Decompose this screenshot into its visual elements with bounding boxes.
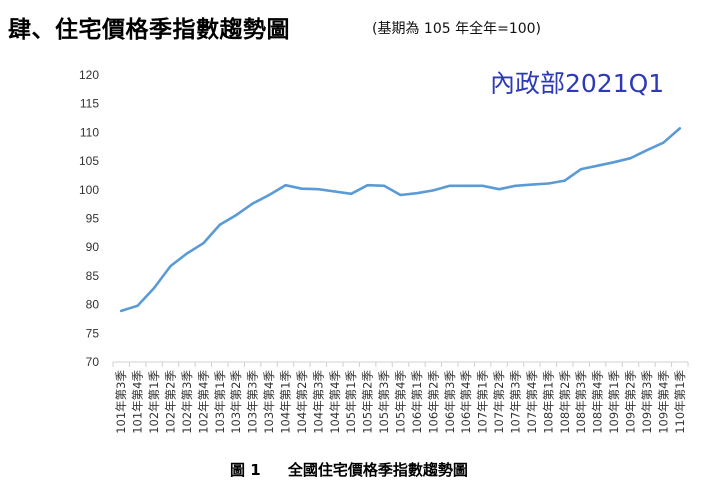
x-tick-label: 103年第4季 bbox=[262, 370, 276, 434]
data-point bbox=[152, 286, 156, 290]
x-tick-label: 108年第4季 bbox=[591, 370, 605, 434]
x-tick-label: 108年第2季 bbox=[558, 370, 572, 434]
data-point bbox=[662, 141, 665, 144]
x-tick-label: 102年第1季 bbox=[147, 370, 161, 434]
series-layer bbox=[119, 127, 682, 313]
x-tick-label: 107年第1季 bbox=[476, 370, 490, 434]
x-tick-label: 107年第3季 bbox=[509, 370, 523, 434]
data-point bbox=[169, 264, 172, 268]
data-point bbox=[497, 188, 501, 191]
y-tick-label: 85 bbox=[86, 269, 100, 283]
data-point bbox=[399, 193, 402, 197]
x-tick-label: 110年第1季 bbox=[673, 370, 687, 434]
data-point bbox=[333, 190, 336, 193]
data-point bbox=[136, 304, 139, 307]
data-point bbox=[317, 188, 320, 191]
figure-caption: 圖 1 全國住宅價格季指數趨勢圖 bbox=[230, 459, 468, 480]
x-tick-label: 106年第4季 bbox=[459, 370, 473, 434]
data-point bbox=[547, 182, 550, 185]
y-tick-label: 95 bbox=[86, 212, 100, 226]
data-point bbox=[415, 192, 419, 195]
y-tick-label: 70 bbox=[86, 355, 100, 369]
x-tick-label: 105年第1季 bbox=[344, 370, 358, 434]
data-point bbox=[514, 184, 517, 187]
data-point bbox=[432, 189, 435, 192]
y-tick-label: 90 bbox=[86, 240, 100, 254]
figure-number: 圖 1 bbox=[230, 461, 261, 479]
x-tick-label: 109年第4季 bbox=[656, 370, 670, 434]
data-point bbox=[629, 157, 632, 160]
y-axis: 70 75 80 85 90 95 100 105 110 115 120 bbox=[79, 68, 99, 369]
data-point bbox=[530, 183, 534, 186]
x-tick-label: 108年第3季 bbox=[574, 370, 588, 434]
x-tick-label: 104年第2季 bbox=[295, 370, 309, 434]
x-tick-label: 101年第4季 bbox=[131, 370, 145, 434]
x-axis: 101年第3季 101年第4季 102年第1季 102年第2季 102年第3季 102年第… bbox=[112, 361, 689, 434]
data-point bbox=[218, 223, 221, 227]
x-tick-label: 103年第1季 bbox=[213, 370, 227, 434]
data-point bbox=[120, 309, 123, 313]
x-tick-label: 108年第1季 bbox=[541, 370, 555, 434]
x-tick-label: 102年第2季 bbox=[164, 370, 178, 434]
x-tick-label: 104年第3季 bbox=[311, 370, 325, 434]
data-point bbox=[251, 202, 254, 205]
x-tick-label: 104年第1季 bbox=[279, 370, 293, 434]
x-tick-label: 107年第2季 bbox=[492, 370, 506, 434]
data-point bbox=[563, 179, 566, 182]
x-tick-label: 106年第3季 bbox=[443, 370, 457, 434]
data-point bbox=[366, 184, 369, 187]
chart-subtitle: (基期為 105 年全年=100) bbox=[372, 21, 541, 37]
chart-title: 肆、住宅價格季指數趨勢圖 bbox=[8, 17, 290, 43]
x-tick-label: 104年第4季 bbox=[328, 370, 342, 434]
x-tick-label: 109年第1季 bbox=[607, 370, 621, 434]
data-point bbox=[350, 192, 353, 196]
x-tick-label: 101年第3季 bbox=[114, 370, 128, 434]
figure-caption-text: 全國住宅價格季指數趨勢圖 bbox=[287, 461, 468, 479]
data-point bbox=[202, 241, 205, 245]
x-tick-label: 103年第3季 bbox=[246, 370, 260, 434]
x-tick-label: 105年第2季 bbox=[361, 370, 375, 434]
x-tick-label: 105年第4季 bbox=[394, 370, 408, 434]
y-tick-label: 120 bbox=[79, 68, 99, 82]
data-point bbox=[448, 184, 451, 187]
data-point bbox=[481, 184, 484, 187]
y-tick-label: 105 bbox=[79, 154, 99, 168]
x-tick-label: 109年第2季 bbox=[624, 370, 638, 434]
y-tick-label: 100 bbox=[79, 183, 99, 197]
data-point bbox=[645, 148, 649, 152]
y-tick-label: 80 bbox=[86, 298, 100, 312]
y-tick-label: 75 bbox=[86, 326, 100, 340]
y-tick-label: 110 bbox=[80, 125, 99, 139]
source-watermark: 內政部2021Q1 bbox=[490, 69, 665, 98]
series-line bbox=[119, 127, 682, 313]
x-tick-label: 106年第1季 bbox=[410, 370, 424, 434]
data-point bbox=[596, 164, 599, 167]
x-tick-label: 103年第2季 bbox=[229, 370, 243, 434]
x-tick-label: 102年第4季 bbox=[196, 370, 210, 434]
data-point bbox=[267, 193, 271, 197]
data-point bbox=[300, 187, 304, 190]
x-tick-label: 106年第2季 bbox=[426, 370, 440, 434]
data-point bbox=[235, 213, 238, 217]
data-point bbox=[612, 161, 616, 164]
data-point bbox=[678, 127, 681, 130]
data-point bbox=[382, 184, 386, 187]
data-point bbox=[580, 167, 583, 171]
data-point bbox=[284, 184, 287, 187]
x-tick-label: 107年第4季 bbox=[525, 370, 539, 434]
data-point bbox=[185, 252, 189, 255]
x-tick-label: 105年第3季 bbox=[377, 370, 391, 434]
x-tick-label: 109年第3季 bbox=[640, 370, 654, 434]
y-tick-label: 115 bbox=[80, 97, 99, 111]
x-tick-label: 102年第3季 bbox=[180, 370, 194, 434]
data-point bbox=[465, 184, 468, 187]
